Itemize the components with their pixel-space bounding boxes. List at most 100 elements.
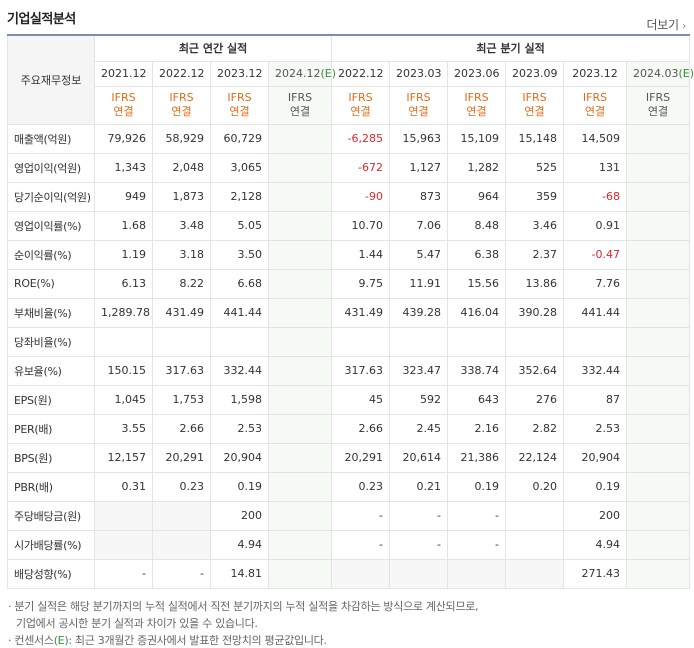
annual-group-header: 최근 연간 실적: [93, 34, 333, 62]
row-label: ROE(%): [7, 268, 95, 299]
quarter-value: [626, 529, 691, 560]
annual-value: [267, 355, 333, 386]
annual-value: 3.18: [152, 239, 211, 270]
quarter-value: 20,614: [389, 442, 449, 473]
quarter-value: 21,386: [447, 442, 507, 473]
quarter-value: [447, 326, 507, 357]
quarter-value: [331, 326, 391, 357]
row-label: 당좌비율(%): [7, 326, 95, 357]
annual-value: -: [152, 558, 211, 589]
corner-label: 주요재무정보: [7, 34, 95, 125]
row-label: 당기순이익(억원): [7, 181, 95, 212]
quarter-value: [447, 558, 507, 589]
annual-value: [267, 442, 333, 473]
annual-value: 6.13: [94, 268, 153, 299]
more-link[interactable]: 더보기 ›: [646, 16, 687, 33]
quarter-value: 0.19: [447, 471, 507, 502]
annual-value: 2,048: [152, 152, 211, 183]
quarter-value: [563, 326, 628, 357]
quarter-value: -90: [331, 181, 391, 212]
period-header: 2023.12: [210, 60, 269, 87]
footnotes: · 분기 실적은 해당 분기까지의 누적 실적에서 직전 분기까지의 누적 실적…: [8, 598, 479, 648]
annual-value: [267, 152, 333, 183]
quarter-value: 20,291: [331, 442, 391, 473]
annual-value: 431.49: [152, 297, 211, 328]
annual-value: [267, 210, 333, 241]
ifrs-label: IFRS 연결: [267, 85, 333, 125]
quarter-value: 873: [389, 181, 449, 212]
quarter-value: 9.75: [331, 268, 391, 299]
quarter-value: 0.19: [563, 471, 628, 502]
quarter-value: -: [389, 529, 449, 560]
annual-value: [94, 529, 153, 560]
quarter-value: [626, 181, 691, 212]
ifrs-label: IFRS 연결: [152, 85, 211, 125]
table-row: 유보율(%) 150.15 317.63 332.44 317.63 323.47 338.…: [7, 355, 691, 386]
quarter-value: -0.47: [563, 239, 628, 270]
quarter-group-header: 최근 분기 실적: [331, 34, 691, 62]
annual-value: [152, 500, 211, 531]
quarter-value: 7.76: [563, 268, 628, 299]
annual-value: 1,343: [94, 152, 153, 183]
row-label: 시가배당률(%): [7, 529, 95, 560]
annual-value: [267, 558, 333, 589]
period-header: 2022.12: [152, 60, 211, 87]
quarter-value: 1,282: [447, 152, 507, 183]
quarter-value: [626, 384, 691, 415]
quarter-value: [505, 500, 565, 531]
chevron-right-icon: ›: [682, 21, 686, 32]
quarter-value: 2.37: [505, 239, 565, 270]
row-label: PER(배): [7, 413, 95, 444]
quarter-value: -: [447, 529, 507, 560]
quarter-value: 6.38: [447, 239, 507, 270]
ifrs-label: IFRS 연결: [626, 85, 691, 125]
period-header: 2023.09: [505, 60, 565, 87]
annual-value: [267, 500, 333, 531]
quarter-value: 332.44: [563, 355, 628, 386]
annual-value: 1,598: [210, 384, 269, 415]
quarter-value: -: [447, 500, 507, 531]
quarter-value: [389, 326, 449, 357]
more-label: 더보기: [646, 18, 680, 32]
quarter-value: 352.64: [505, 355, 565, 386]
financial-summary-table: 주요재무정보 최근 연간 실적 최근 분기 실적 2021.12 2022.12 2023…: [7, 34, 694, 589]
quarter-value: 11.91: [389, 268, 449, 299]
quarter-value: 1,127: [389, 152, 449, 183]
quarter-value: [331, 558, 391, 589]
quarter-value: 14,509: [563, 123, 628, 154]
ifrs-label: IFRS 연결: [563, 85, 628, 125]
quarter-value: 592: [389, 384, 449, 415]
quarter-value: -: [389, 500, 449, 531]
quarter-value: 8.48: [447, 210, 507, 241]
quarter-value: 15,109: [447, 123, 507, 154]
footnote-quarterly-cont: 기업에서 공시한 분기 실적과 차이가 있을 수 있습니다.: [16, 617, 258, 630]
quarter-value: 2.82: [505, 413, 565, 444]
quarter-value: -672: [331, 152, 391, 183]
quarter-value: -: [331, 529, 391, 560]
ifrs-label: IFRS 연결: [210, 85, 269, 125]
annual-value: [267, 529, 333, 560]
annual-value: 3.55: [94, 413, 153, 444]
period-header: 2024.03(E): [626, 60, 694, 87]
section-title: 기업실적분석: [7, 12, 76, 27]
quarter-value: 317.63: [331, 355, 391, 386]
annual-value: [267, 413, 333, 444]
annual-value: 6.68: [210, 268, 269, 299]
annual-value: 0.31: [94, 471, 153, 502]
table-row: BPS(원) 12,157 20,291 20,904 20,291 20,614 21,3…: [7, 442, 691, 473]
footnote-consensus: · 컨센서스(E): 최근 3개월간 증권사에서 발표한 전망치의 평균값입니다…: [8, 634, 327, 647]
table-row: PER(배) 3.55 2.66 2.53 2.66 2.45 2.16 2.82 2.53: [7, 413, 691, 444]
table-row: 당기순이익(억원) 949 1,873 2,128 -90 873 964 359 -68: [7, 181, 691, 212]
quarter-value: 0.91: [563, 210, 628, 241]
table-row: 당좌비율(%): [7, 326, 691, 357]
quarter-value: 15.56: [447, 268, 507, 299]
annual-value: [152, 326, 211, 357]
quarter-value: 15,963: [389, 123, 449, 154]
quarter-value: 200: [563, 500, 628, 531]
quarter-value: 131: [563, 152, 628, 183]
table-row: 매출액(억원) 79,926 58,929 60,729 -6,285 15,963 15,…: [7, 123, 691, 154]
annual-value: [94, 500, 153, 531]
table-row: 순이익률(%) 1.19 3.18 3.50 1.44 5.47 6.38 2.37 -0.47: [7, 239, 691, 270]
table-row: 영업이익률(%) 1.68 3.48 5.05 10.70 7.06 8.48 3.46 0.9…: [7, 210, 691, 241]
period-header: 2023.03: [389, 60, 449, 87]
